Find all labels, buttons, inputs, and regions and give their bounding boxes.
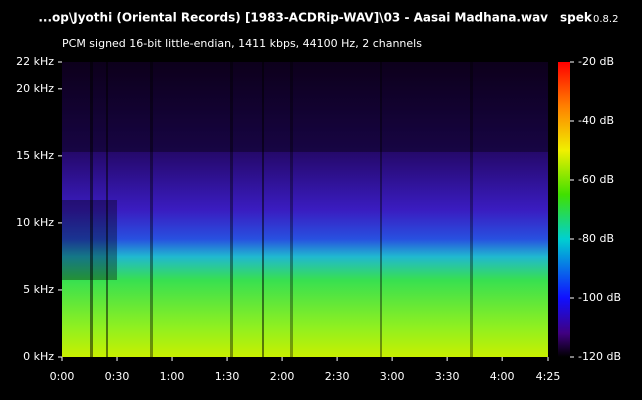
x-tick-label: 0:00: [50, 370, 75, 383]
colorbar-tick-label: -100 dB: [578, 291, 621, 304]
colorbar: [558, 62, 570, 357]
y-tick-label: 0 kHz: [23, 350, 54, 363]
x-tick-label: 0:30: [105, 370, 130, 383]
x-tick-label: 4:25: [536, 370, 561, 383]
spectrogram: [62, 62, 548, 357]
app-name: spek: [560, 11, 593, 25]
colorbar-tick-label: -120 dB: [578, 350, 621, 363]
y-tick-label: 15 kHz: [16, 149, 54, 162]
x-tick-label: 1:30: [215, 370, 240, 383]
colorbar-tick-label: -20 dB: [578, 55, 614, 68]
file-title: ...op\Jyothi (Oriental Records) [1983-AC…: [38, 11, 548, 25]
app-version: 0.8.2: [593, 14, 618, 25]
x-tick-label: 3:30: [435, 370, 460, 383]
y-tick-label: 10 kHz: [16, 216, 54, 229]
y-tick-label: 22 kHz: [16, 55, 54, 68]
x-tick-label: 2:30: [325, 370, 350, 383]
x-tick-label: 2:00: [270, 370, 295, 383]
spectrogram-texture: [62, 62, 548, 357]
x-tick-label: 3:00: [380, 370, 405, 383]
colorbar-tick-label: -40 dB: [578, 114, 614, 127]
colorbar-tick-label: -60 dB: [578, 173, 614, 186]
y-tick-label: 20 kHz: [16, 82, 54, 95]
subtitle: PCM signed 16-bit little-endian, 1411 kb…: [62, 37, 422, 50]
y-tick-label: 5 kHz: [23, 283, 54, 296]
x-tick-label: 1:00: [160, 370, 185, 383]
x-tick-label: 4:00: [490, 370, 515, 383]
colorbar-tick-label: -80 dB: [578, 232, 614, 245]
